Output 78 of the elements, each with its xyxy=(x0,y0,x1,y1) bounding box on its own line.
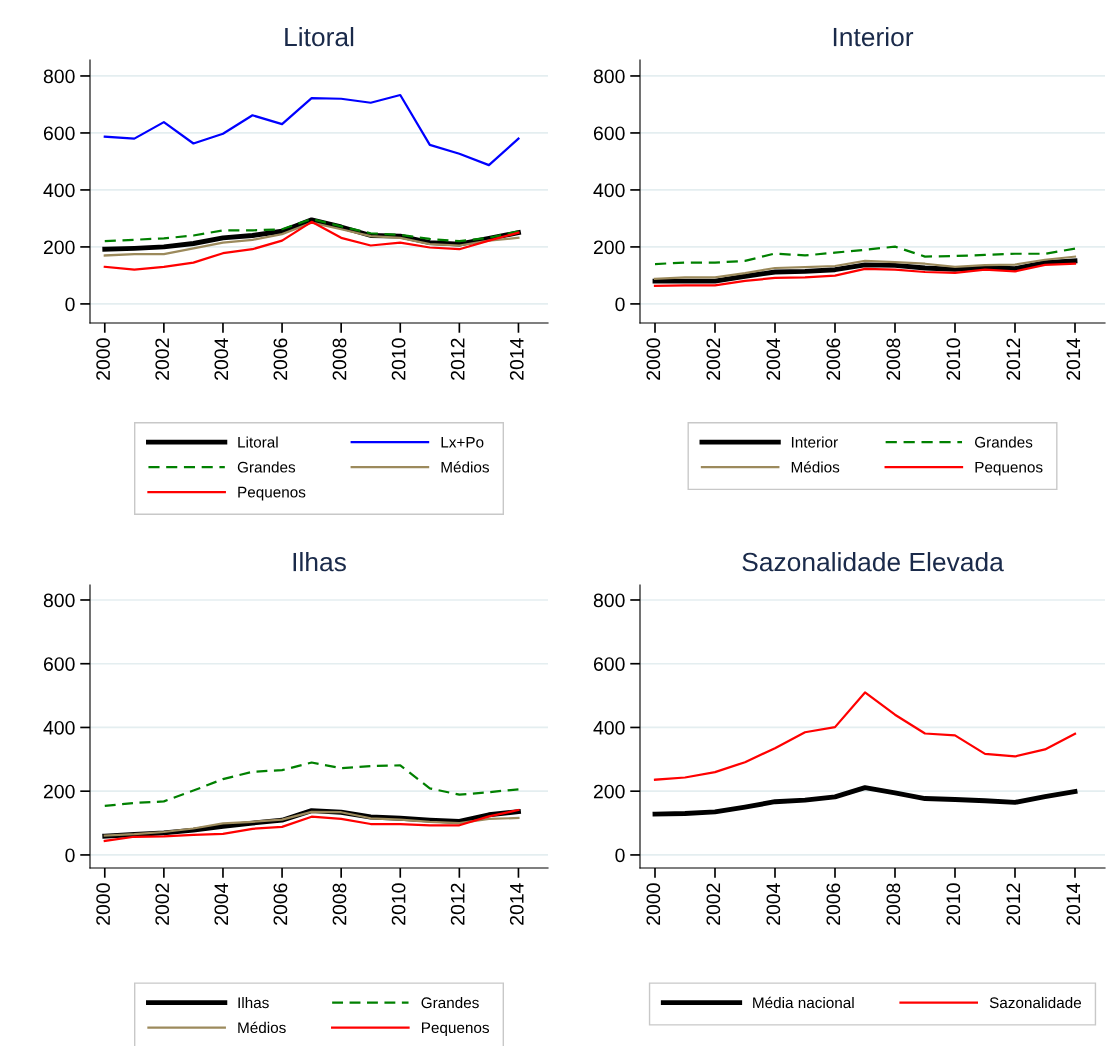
y-tick-label: 600 xyxy=(43,657,75,671)
x-tick-label: 2006 xyxy=(273,883,288,925)
x-tick-label: 2010 xyxy=(391,883,406,925)
legend-label: Pequenos xyxy=(975,461,1043,476)
x-tick-label: 2004 xyxy=(214,338,229,380)
x-tick-label: 2002 xyxy=(155,338,170,380)
y-tick-label: 400 xyxy=(43,183,75,198)
legend-label: Pequenos xyxy=(238,486,306,501)
legend-label: Sazonalidade xyxy=(989,996,1082,1009)
x-tick-label: 2002 xyxy=(706,883,721,925)
line-series xyxy=(652,785,1078,817)
line-series xyxy=(653,245,1077,266)
legend-label: Médios xyxy=(238,1021,286,1034)
x-tick-label: 2008 xyxy=(886,338,901,380)
y-tick-label: 800 xyxy=(43,69,75,84)
y-tick-label: 0 xyxy=(65,297,75,312)
legend-label: Grandes xyxy=(237,461,296,473)
x-tick-label: 2002 xyxy=(155,883,170,925)
legend-label: Grandes xyxy=(421,996,479,1009)
line-series xyxy=(103,220,520,271)
x-tick-label: 2006 xyxy=(273,338,288,380)
x-tick-label: 2014 xyxy=(1066,883,1081,925)
legend-label: Grandes xyxy=(975,436,1033,448)
x-tick-label: 2010 xyxy=(946,338,961,380)
legend-label: Pequenos xyxy=(422,1022,490,1037)
y-tick-label: 0 xyxy=(615,297,625,312)
legend-label: Lx+Po xyxy=(441,437,484,448)
line-series xyxy=(653,691,1077,781)
y-tick-label: 200 xyxy=(593,784,625,799)
y-tick-label: 600 xyxy=(593,126,625,141)
x-tick-label: 2012 xyxy=(450,338,465,380)
y-tick-label: 800 xyxy=(593,593,625,608)
chart-title: Sazonalidade Elevada xyxy=(742,551,1004,572)
x-tick-label: 2014 xyxy=(509,338,524,380)
x-tick-label: 2000 xyxy=(646,338,661,380)
legend-label: Litoral xyxy=(238,436,278,448)
legend-label: Médios xyxy=(791,461,840,473)
y-tick-label: 400 xyxy=(593,183,625,198)
line-series xyxy=(103,761,520,807)
y-tick-label: 600 xyxy=(43,126,75,141)
x-tick-label: 2010 xyxy=(946,883,961,925)
y-tick-label: 0 xyxy=(615,848,625,863)
y-tick-label: 200 xyxy=(43,240,75,255)
x-tick-label: 2004 xyxy=(766,883,781,925)
legend-label: Interior xyxy=(791,436,838,448)
x-tick-label: 2004 xyxy=(766,338,781,380)
x-tick-label: 2000 xyxy=(96,883,110,925)
y-tick-label: 600 xyxy=(593,657,625,671)
x-tick-label: 2008 xyxy=(886,883,901,925)
line-series xyxy=(103,93,520,167)
y-tick-label: 400 xyxy=(43,720,75,735)
x-tick-label: 2002 xyxy=(706,338,721,380)
chart-title: Ilhas xyxy=(293,551,346,572)
x-tick-label: 2014 xyxy=(509,883,524,925)
y-tick-label: 200 xyxy=(43,784,75,799)
x-tick-label: 2006 xyxy=(826,338,841,380)
y-tick-label: 400 xyxy=(593,720,625,735)
x-tick-label: 2012 xyxy=(1006,883,1021,925)
x-tick-label: 2010 xyxy=(391,338,406,380)
x-tick-label: 2008 xyxy=(332,338,347,380)
legend-label: Médios xyxy=(441,461,490,473)
chart-title: Interior xyxy=(833,26,914,47)
y-tick-label: 0 xyxy=(65,848,75,863)
x-tick-label: 2000 xyxy=(96,338,110,380)
y-tick-label: 800 xyxy=(43,593,75,608)
y-tick-label: 200 xyxy=(593,240,625,255)
x-tick-label: 2012 xyxy=(450,883,465,925)
x-tick-label: 2000 xyxy=(646,883,661,925)
x-tick-label: 2004 xyxy=(214,883,229,925)
chart-title: Litoral xyxy=(285,26,354,47)
y-tick-label: 800 xyxy=(593,69,625,84)
x-tick-label: 2012 xyxy=(1006,338,1021,380)
x-tick-label: 2006 xyxy=(826,883,841,925)
x-tick-label: 2014 xyxy=(1066,338,1081,380)
x-tick-label: 2008 xyxy=(332,883,347,925)
legend-label: Média nacional xyxy=(753,996,854,1009)
legend-label: Ilhas xyxy=(238,996,269,1009)
line-series xyxy=(103,217,520,243)
